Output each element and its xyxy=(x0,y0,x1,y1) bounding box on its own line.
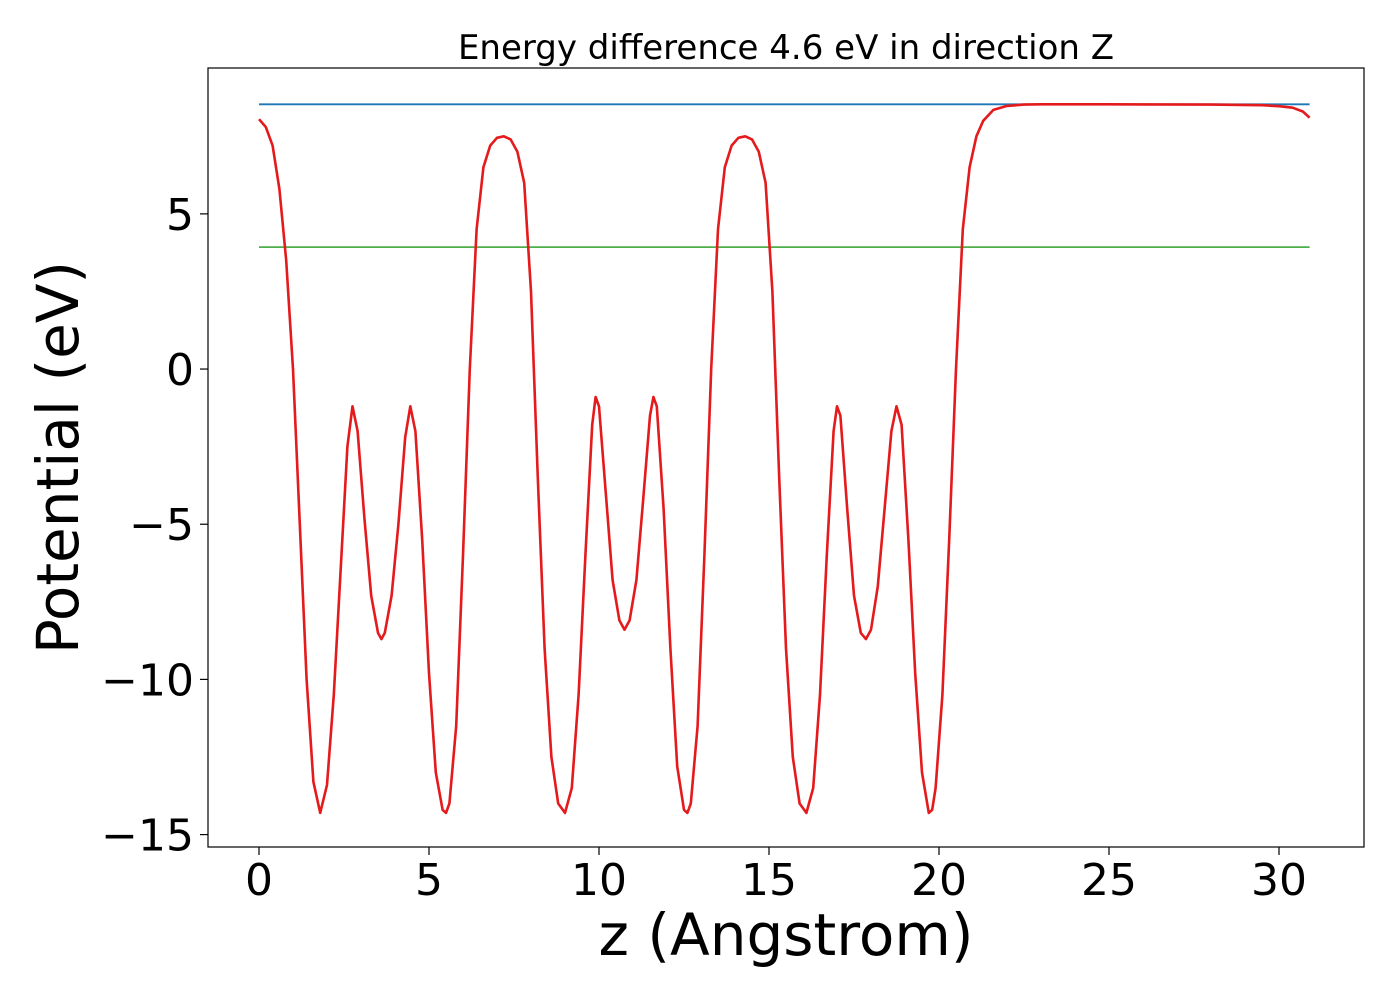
y-tick-label: −5 xyxy=(129,500,194,551)
x-tick-label: 5 xyxy=(415,855,443,906)
x-axis: 0 5 10 15 20 25 30 xyxy=(245,847,1307,906)
x-axis-label: z (Angstrom) xyxy=(599,901,974,969)
y-axis-label: Potential (eV) xyxy=(24,261,92,654)
y-tick-label: −15 xyxy=(101,811,194,862)
plot-frame xyxy=(207,67,1365,848)
x-tick-label: 15 xyxy=(741,855,797,906)
series-layer xyxy=(258,103,1311,815)
x-tick-label: 30 xyxy=(1251,855,1307,906)
y-tick-label: −10 xyxy=(101,655,194,706)
x-tick-label: 20 xyxy=(911,855,967,906)
series-line-0 xyxy=(258,103,1311,815)
chart-title: Energy difference 4.6 eV in direction Z xyxy=(458,28,1114,68)
x-tick-label: 25 xyxy=(1081,855,1137,906)
x-tick-label: 0 xyxy=(245,855,273,906)
y-tick-label: 5 xyxy=(166,190,194,241)
x-tick-label: 10 xyxy=(571,855,627,906)
y-tick-label: 0 xyxy=(166,345,194,396)
y-axis: −15 −10 −5 0 5 xyxy=(101,190,208,862)
